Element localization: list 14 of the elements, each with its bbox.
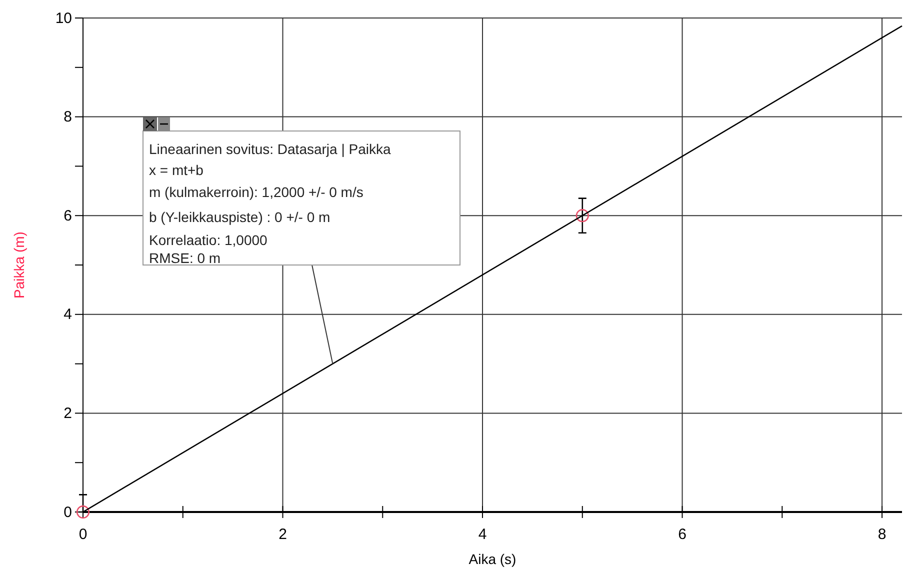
y-tick-label: 2 xyxy=(64,405,72,422)
y-tick-label: 10 xyxy=(55,10,72,27)
annotation: Lineaarinen sovitus: Datasarja | Paikka x = mt+b m (kulmakerroin): 1,2000 +/- 0 m/s b (Y-leikkauspiste) : 0 +/- 0 m Korrelaatio: 1,0000 RMSE: 0 m xyxy=(149,141,391,266)
y-tick-label: 8 xyxy=(64,108,72,126)
y-tick-label: 4 xyxy=(64,306,72,324)
x-tick-label: 8 xyxy=(878,526,886,543)
y-tick-label: 6 xyxy=(64,207,72,224)
x-tick-label: 6 xyxy=(678,526,686,543)
x-tick-label: 4 xyxy=(478,526,487,543)
x-tick-label: 2 xyxy=(278,526,287,543)
y-tick-label: 0 xyxy=(64,504,72,521)
y-axis-title: Paikka (m) xyxy=(11,232,27,298)
x-axis-title: Aika (s) xyxy=(468,551,516,567)
x-tick-label: 0 xyxy=(78,526,88,543)
